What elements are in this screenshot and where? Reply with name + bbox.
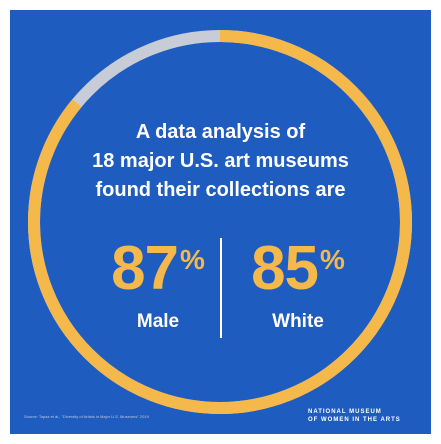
headline-line-3: found their collections are xyxy=(95,179,346,201)
stat-white: 85% White xyxy=(238,238,358,334)
infographic-panel: A data analysis of 18 major U.S. art mus… xyxy=(10,10,431,434)
stat-male-value: 87 xyxy=(111,234,179,303)
headline: A data analysis of 18 major U.S. art mus… xyxy=(50,118,391,205)
ring-share-arc xyxy=(28,30,412,414)
stat-male-figure: 87% xyxy=(98,238,218,300)
stat-white-figure: 85% xyxy=(238,238,358,300)
logo-line-2: OF WOMEN IN THE ARTS xyxy=(308,417,401,423)
stat-white-percent-sign: % xyxy=(320,244,345,275)
stat-white-value: 85 xyxy=(251,234,319,303)
progress-ring xyxy=(28,30,412,414)
stat-male-percent-sign: % xyxy=(180,244,205,275)
stat-white-label: White xyxy=(272,311,324,332)
headline-line-1: A data analysis of xyxy=(135,121,306,143)
stat-male: 87% Male xyxy=(98,238,218,334)
headline-line-2: 18 major U.S. art museums xyxy=(92,150,349,172)
source-note: Source: Topaz et al., "Diversity of Arti… xyxy=(24,414,149,419)
logo-line-1: NATIONAL MUSEUM xyxy=(308,409,382,415)
stat-male-label: Male xyxy=(136,311,180,332)
stat-divider xyxy=(220,238,222,338)
museum-logo: NATIONAL MUSEUM OF WOMEN IN THE ARTS xyxy=(308,408,418,424)
